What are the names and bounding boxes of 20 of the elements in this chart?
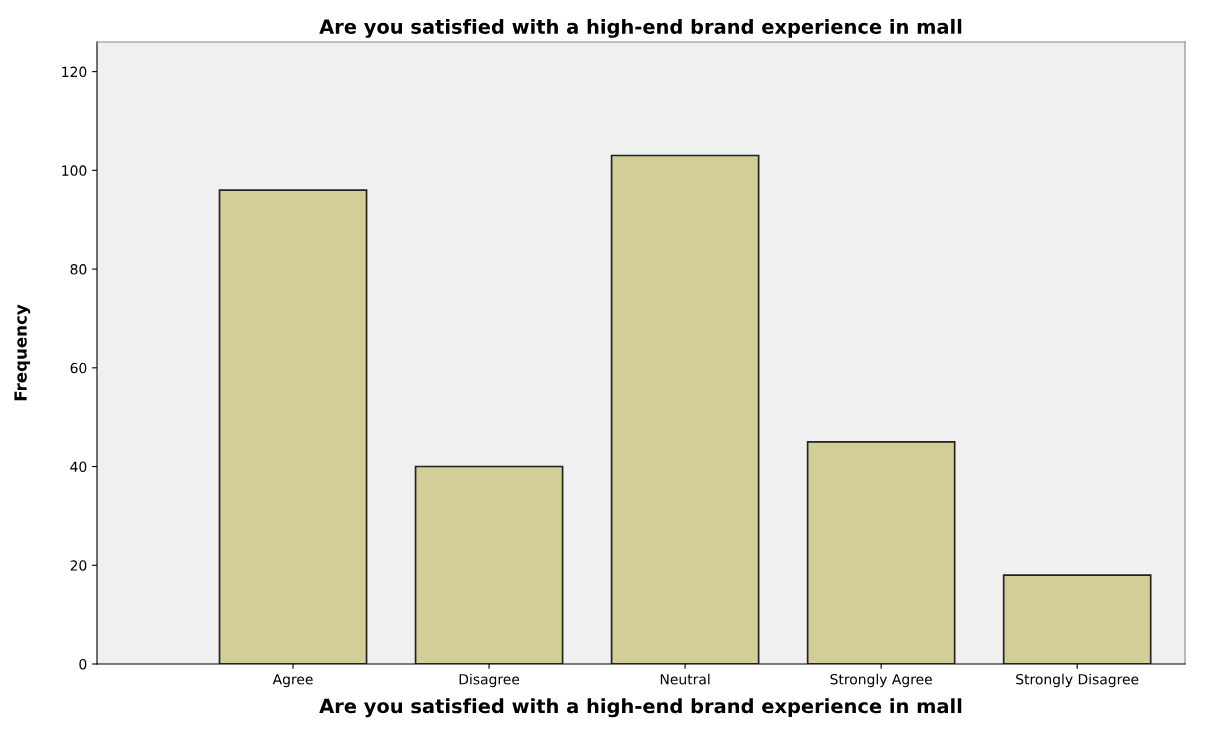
y-tick-label: 60 bbox=[70, 362, 87, 374]
x-axis-title: Are you satisfied with a high-end brand experience in mall bbox=[319, 698, 962, 718]
x-tick-label: Strongly Disagree bbox=[1016, 673, 1139, 688]
bar bbox=[806, 441, 956, 664]
y-axis-title: Frequency bbox=[14, 304, 31, 401]
bar bbox=[218, 189, 368, 664]
x-tick-label: Strongly Agree bbox=[830, 673, 932, 688]
y-tick-label: 0 bbox=[79, 658, 87, 670]
y-tick-label: 80 bbox=[70, 264, 87, 275]
chart-title: Are you satisfied with a high-end brand experience in mall bbox=[319, 18, 962, 38]
y-tick-label: 40 bbox=[70, 461, 87, 473]
bar bbox=[610, 154, 760, 664]
x-tick-label: Disagree bbox=[459, 673, 520, 688]
bar bbox=[414, 465, 564, 664]
y-tick-label: 20 bbox=[70, 560, 87, 571]
y-tick-label: 120 bbox=[62, 66, 87, 78]
x-tick-label: Neutral bbox=[660, 673, 710, 685]
x-tick-label: Agree bbox=[272, 674, 313, 688]
bar bbox=[1002, 574, 1152, 664]
y-tick-label: 100 bbox=[62, 165, 87, 176]
